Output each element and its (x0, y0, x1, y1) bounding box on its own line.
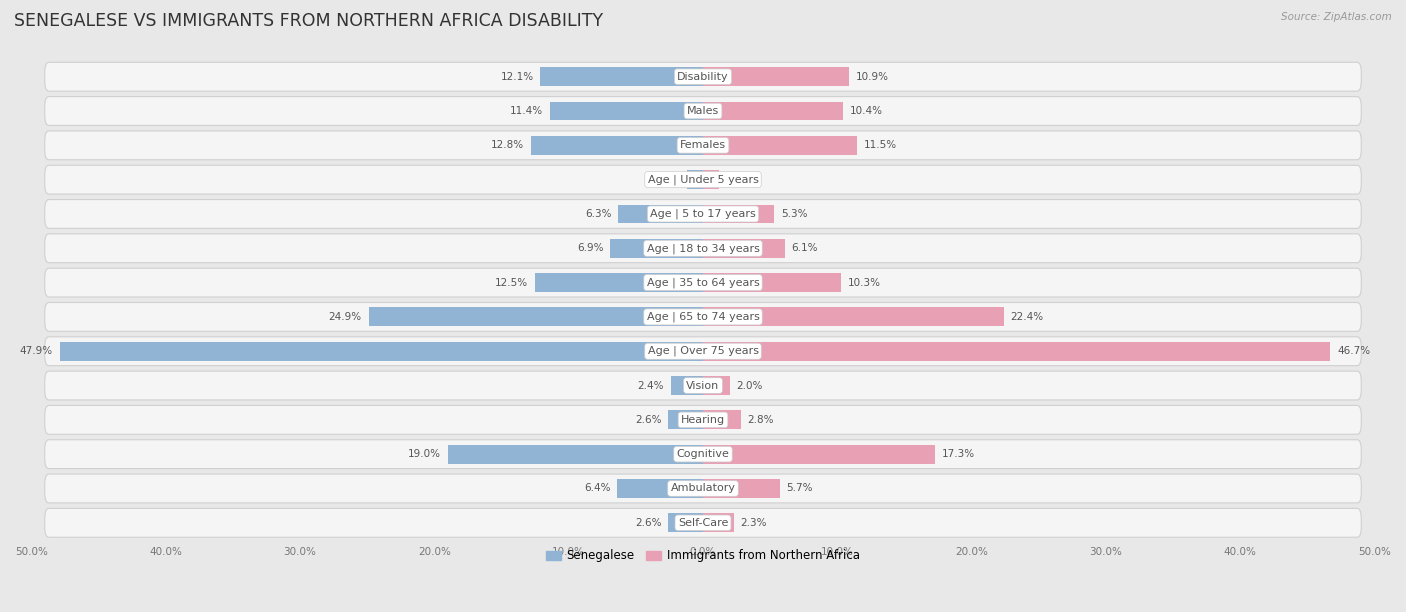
Bar (610, 239, 703, 258)
Text: Hearing: Hearing (681, 415, 725, 425)
FancyBboxPatch shape (45, 62, 1361, 91)
FancyBboxPatch shape (45, 440, 1361, 469)
Bar (688, 170, 703, 189)
FancyBboxPatch shape (45, 268, 1361, 297)
Text: Age | 5 to 17 years: Age | 5 to 17 years (650, 209, 756, 219)
Bar (536, 273, 703, 292)
Text: 10.4%: 10.4% (849, 106, 883, 116)
Text: 6.4%: 6.4% (583, 483, 610, 493)
Text: Source: ZipAtlas.com: Source: ZipAtlas.com (1281, 12, 1392, 22)
Text: 12.5%: 12.5% (495, 278, 529, 288)
Text: 46.7%: 46.7% (1337, 346, 1369, 356)
Text: Ambulatory: Ambulatory (671, 483, 735, 493)
Text: Age | Under 5 years: Age | Under 5 years (648, 174, 758, 185)
Bar (703, 411, 741, 429)
FancyBboxPatch shape (45, 509, 1361, 537)
Text: Age | 65 to 74 years: Age | 65 to 74 years (647, 312, 759, 322)
Bar (619, 204, 703, 223)
Bar (703, 445, 935, 464)
Bar (59, 341, 703, 360)
Bar (368, 307, 703, 326)
Text: 5.3%: 5.3% (780, 209, 807, 219)
Text: 12.1%: 12.1% (501, 72, 534, 82)
Text: 6.9%: 6.9% (576, 244, 603, 253)
FancyBboxPatch shape (45, 165, 1361, 194)
Text: 5.7%: 5.7% (786, 483, 813, 493)
Text: 6.3%: 6.3% (585, 209, 612, 219)
Text: 10.9%: 10.9% (856, 72, 889, 82)
Bar (617, 479, 703, 498)
Bar (703, 170, 718, 189)
Text: Age | Over 75 years: Age | Over 75 years (648, 346, 758, 356)
Text: 24.9%: 24.9% (329, 312, 361, 322)
Text: 2.6%: 2.6% (636, 415, 661, 425)
Bar (671, 376, 703, 395)
Text: 2.4%: 2.4% (637, 381, 664, 390)
FancyBboxPatch shape (45, 131, 1361, 160)
Bar (531, 136, 703, 155)
Text: 17.3%: 17.3% (942, 449, 976, 459)
FancyBboxPatch shape (45, 97, 1361, 125)
FancyBboxPatch shape (45, 302, 1361, 331)
Legend: Senegalese, Immigrants from Northern Africa: Senegalese, Immigrants from Northern Afr… (541, 545, 865, 567)
Text: 19.0%: 19.0% (408, 449, 441, 459)
Bar (703, 239, 785, 258)
Bar (703, 273, 841, 292)
Text: 47.9%: 47.9% (20, 346, 53, 356)
Bar (668, 411, 703, 429)
Bar (703, 204, 775, 223)
Text: Females: Females (681, 140, 725, 151)
Text: 11.4%: 11.4% (510, 106, 543, 116)
Text: 1.2%: 1.2% (725, 174, 752, 185)
Text: 10.3%: 10.3% (848, 278, 882, 288)
Bar (540, 67, 703, 86)
Text: 22.4%: 22.4% (1011, 312, 1043, 322)
Bar (550, 102, 703, 121)
Text: 2.3%: 2.3% (741, 518, 768, 528)
Text: Age | 35 to 64 years: Age | 35 to 64 years (647, 277, 759, 288)
Bar (447, 445, 703, 464)
Text: 12.8%: 12.8% (491, 140, 524, 151)
Text: 11.5%: 11.5% (865, 140, 897, 151)
Bar (703, 307, 1004, 326)
Text: SENEGALESE VS IMMIGRANTS FROM NORTHERN AFRICA DISABILITY: SENEGALESE VS IMMIGRANTS FROM NORTHERN A… (14, 12, 603, 30)
Text: Age | 18 to 34 years: Age | 18 to 34 years (647, 243, 759, 253)
Text: Vision: Vision (686, 381, 720, 390)
Text: Disability: Disability (678, 72, 728, 82)
FancyBboxPatch shape (45, 371, 1361, 400)
Bar (703, 102, 842, 121)
FancyBboxPatch shape (45, 200, 1361, 228)
FancyBboxPatch shape (45, 234, 1361, 263)
Text: Cognitive: Cognitive (676, 449, 730, 459)
Text: 2.0%: 2.0% (737, 381, 763, 390)
Text: Males: Males (688, 106, 718, 116)
Bar (703, 341, 1330, 360)
Text: Self-Care: Self-Care (678, 518, 728, 528)
Bar (668, 513, 703, 532)
Bar (703, 513, 734, 532)
FancyBboxPatch shape (45, 337, 1361, 365)
Bar (703, 136, 858, 155)
Text: 1.2%: 1.2% (654, 174, 681, 185)
Bar (703, 376, 730, 395)
Bar (703, 479, 779, 498)
Text: 6.1%: 6.1% (792, 244, 818, 253)
FancyBboxPatch shape (45, 474, 1361, 503)
Bar (703, 67, 849, 86)
Text: 2.6%: 2.6% (636, 518, 661, 528)
FancyBboxPatch shape (45, 405, 1361, 435)
Text: 2.8%: 2.8% (748, 415, 773, 425)
